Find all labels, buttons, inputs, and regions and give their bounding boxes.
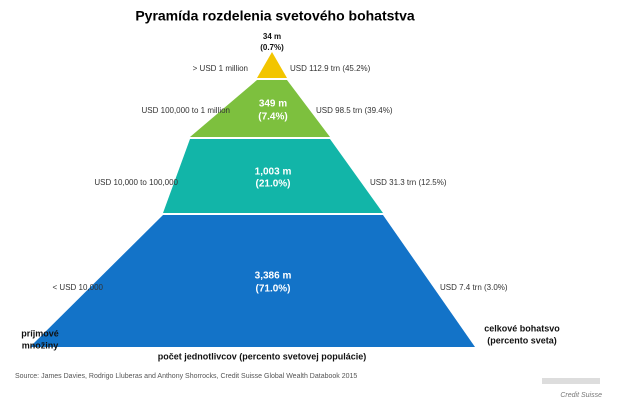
share: (71.0%) [255,284,290,295]
logo [542,378,600,384]
right-label: (percento sveta) [487,335,557,345]
layer-2 [190,80,330,137]
layer-4 [30,215,475,347]
wealth: USD 31.3 trn (12.5%) [370,178,447,187]
source: Source: James Davies, Rodrigo Lluberas a… [15,373,357,380]
people: 1,003 m [255,167,292,178]
wealth: USD 98.5 trn (39.4%) [316,106,393,115]
brand: Credit Suisse [560,392,602,399]
left-label: príjmové [21,328,59,338]
range: USD 10,000 to 100,000 [94,178,178,187]
title: Pyramída rozdelenia svetového bohatstva [135,8,415,24]
range: > USD 1 million [193,64,248,73]
right-label: celkové bohatsvo [484,323,560,333]
share: (21.0%) [255,179,290,190]
layer-top [257,52,287,78]
share: (0.7%) [260,43,284,52]
people: 34 m [263,32,281,41]
bottom-label: počet jednotlivcov (percento svetovej po… [158,351,367,361]
share: (7.4%) [258,112,287,123]
left-label: množiny [22,340,59,350]
layer-3 [163,139,383,213]
range: < USD 10,000 [53,283,104,292]
people: 3,386 m [255,271,292,282]
wealth: USD 7.4 trn (3.0%) [440,283,508,292]
range: USD 100,000 to 1 million [142,106,231,115]
wealth: USD 112.9 trn (45.2%) [290,64,371,73]
people: 349 m [259,99,287,110]
